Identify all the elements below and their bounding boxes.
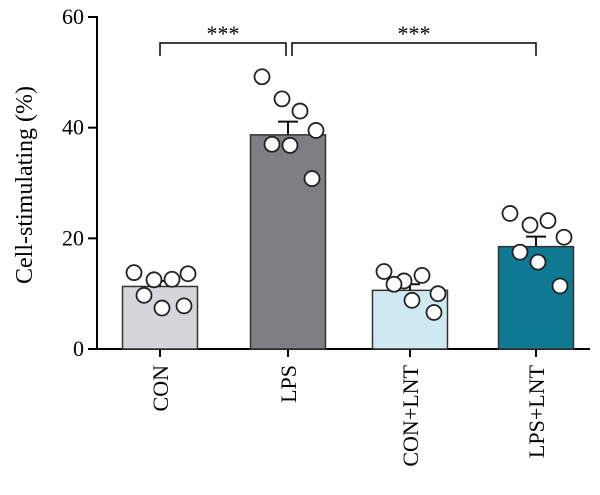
data-point xyxy=(555,228,573,246)
significance-bracket xyxy=(159,42,287,56)
data-point xyxy=(529,253,547,271)
data-point xyxy=(413,267,431,284)
data-point xyxy=(385,275,403,293)
data-point xyxy=(425,304,443,321)
y-tick-label: 20 xyxy=(62,225,84,250)
data-point xyxy=(307,122,325,139)
significance-label: *** xyxy=(398,21,431,46)
y-tick-label: 40 xyxy=(62,115,84,140)
data-point xyxy=(303,170,321,187)
data-point xyxy=(429,285,447,303)
data-point xyxy=(125,264,143,282)
data-point xyxy=(253,68,271,86)
significance-label: *** xyxy=(207,21,240,46)
y-tick-label: 0 xyxy=(73,336,84,361)
data-point xyxy=(145,271,163,289)
data-point xyxy=(501,205,519,222)
significance-bracket xyxy=(291,42,537,56)
bar-con xyxy=(121,285,199,350)
axes: 0 20 40 60 CON LPS CON+LNT LPS+LNT xyxy=(62,4,590,467)
x-tick-label: CON+LNT xyxy=(398,364,423,466)
bars xyxy=(121,120,575,350)
x-tick-label: LPS xyxy=(276,365,301,403)
data-points xyxy=(125,68,573,321)
data-point xyxy=(521,216,539,234)
data-point xyxy=(163,270,181,288)
bar-lps xyxy=(249,134,327,350)
data-point xyxy=(551,277,569,295)
data-point xyxy=(273,90,291,108)
data-point xyxy=(539,212,557,230)
data-point xyxy=(375,263,393,280)
y-axis-label: Cell-stimulating (%) xyxy=(12,86,38,284)
x-tick-label: CON xyxy=(148,365,173,412)
data-point xyxy=(263,135,281,153)
data-point xyxy=(179,265,197,283)
x-tick-label: LPS+LNT xyxy=(524,364,549,458)
y-tick-label: 60 xyxy=(62,4,84,29)
data-point xyxy=(291,102,309,120)
data-point xyxy=(135,286,153,304)
data-point xyxy=(403,291,421,309)
data-point xyxy=(153,299,171,317)
data-point xyxy=(281,136,299,154)
significance-brackets: *** *** xyxy=(159,21,537,56)
data-point xyxy=(175,297,193,315)
data-point xyxy=(511,243,529,261)
